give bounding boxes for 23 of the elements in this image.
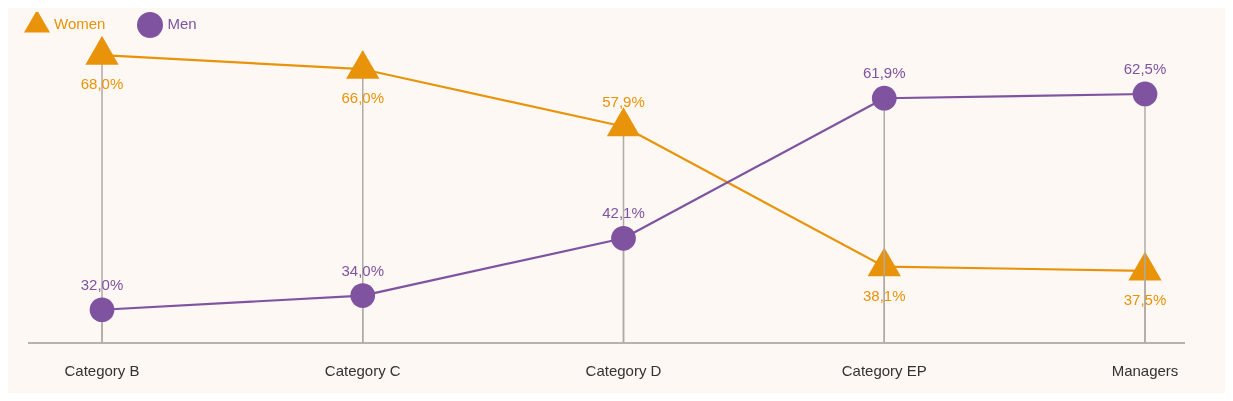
point (85, 35, 119, 65)
data-label: 68,0% (80, 75, 124, 93)
data-label: 66,0% (341, 89, 385, 107)
x-tick-label: Category D (585, 361, 662, 379)
data-label: 32,0% (80, 275, 124, 293)
data-label: 34,0% (341, 261, 385, 279)
legend-label: Men (167, 14, 197, 32)
data-label: 37,5% (1123, 290, 1167, 308)
point (346, 50, 380, 79)
point (611, 225, 636, 251)
data-label: 61,9% (862, 64, 906, 82)
point (606, 107, 641, 137)
legend-label: Women (54, 14, 106, 32)
data-label: 42,1% (602, 204, 645, 222)
x-tick-label: Category EP (841, 361, 927, 379)
data-label: 38,1% (862, 286, 906, 304)
x-tick-label: Category B (64, 361, 140, 379)
point (89, 297, 115, 323)
data-label: 57,9% (602, 92, 645, 110)
x-tick-label: Category C (324, 361, 401, 379)
point (350, 283, 376, 308)
x-tick-label: Managers (1111, 361, 1179, 379)
data-label: 62,5% (1123, 59, 1167, 77)
